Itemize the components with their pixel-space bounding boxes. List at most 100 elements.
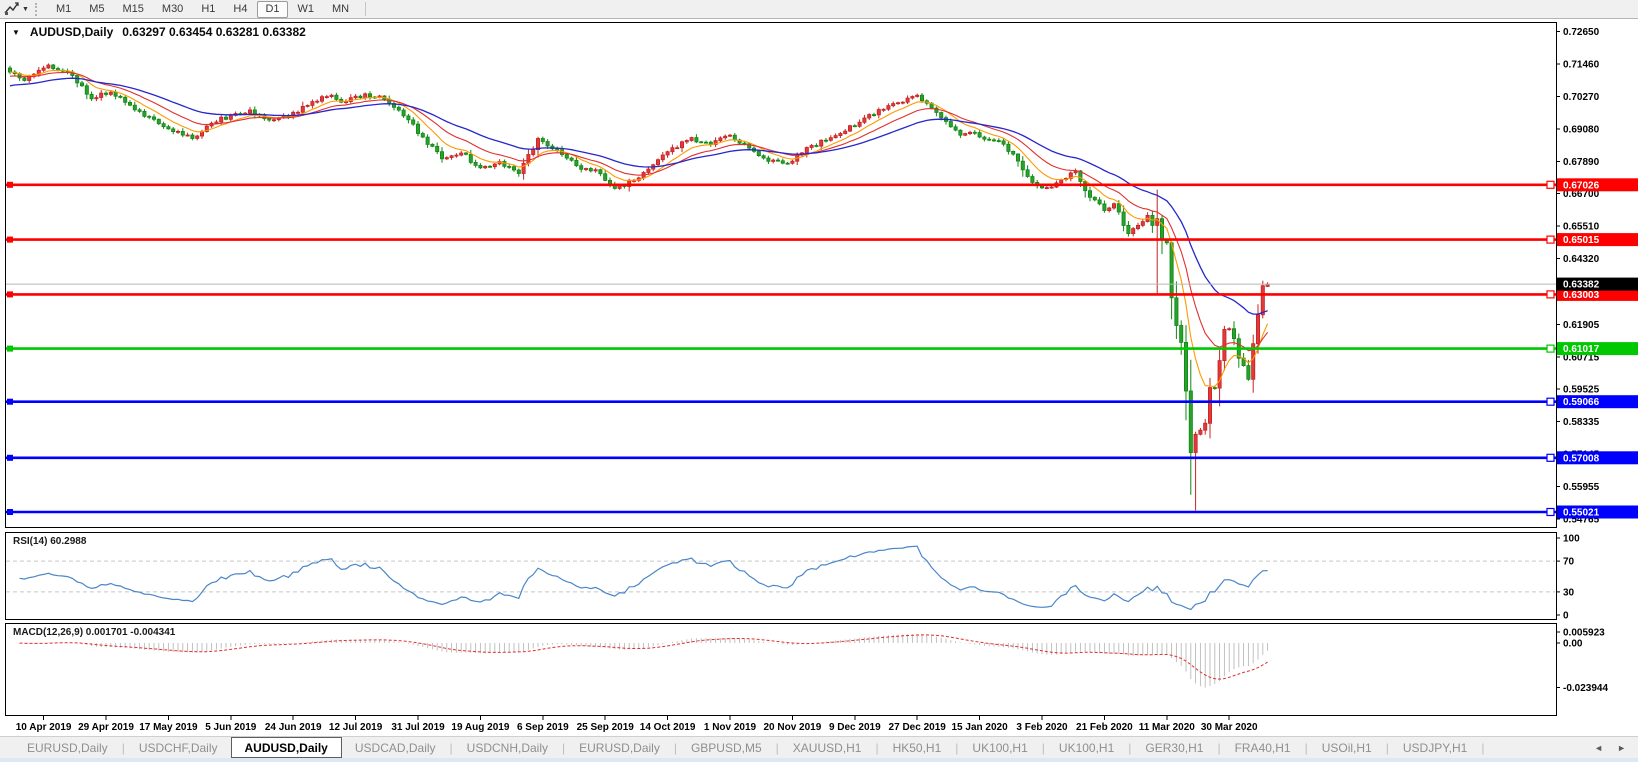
chart-symbol: AUDUSD,Daily — [29, 25, 114, 39]
chart-canvas[interactable]: 0.72650 0.71460 0.70270 0.69080 0.67890 0.667… — [0, 0, 1638, 736]
level-handle[interactable] — [1546, 235, 1555, 244]
tool-dropdown-caret-icon[interactable]: ▼ — [22, 5, 29, 13]
svg-text:0.61017: 0.61017 — [1563, 344, 1600, 355]
rsi-indicator-label: RSI(14) 60.2988 — [13, 536, 87, 547]
price-axis-tick: 0.60715 — [1563, 352, 1600, 363]
timeframe-m5-button[interactable]: M5 — [89, 2, 105, 15]
chart-tab-usdchf-daily[interactable]: USDCHF,Daily — [138, 740, 218, 755]
rsi-panel[interactable] — [5, 532, 1557, 620]
chart-tab-eurusd-daily[interactable]: EURUSD,Daily — [27, 740, 108, 755]
level-handle[interactable] — [7, 181, 13, 188]
timeframe-m15-button[interactable]: M15 — [122, 2, 144, 15]
tab-separator: | — [449, 740, 453, 755]
level-price-label[interactable]: 0.57008 — [1546, 451, 1638, 465]
rsi-line — [19, 545, 1268, 611]
date-axis-tick: 17 May 2019 — [139, 722, 198, 733]
price-axis-tick: 0.71460 — [1563, 60, 1600, 71]
chart-tab-gbpusd-m5[interactable]: GBPUSD,M5 — [690, 740, 762, 755]
level-handle[interactable] — [1546, 344, 1555, 353]
macd-signal-line — [19, 634, 1268, 680]
tabs-scroll-left-icon[interactable]: ◄ — [1594, 742, 1604, 753]
chart-tab-usoil-h1[interactable]: USOil,H1 — [1321, 740, 1372, 755]
level-handle[interactable] — [7, 345, 13, 352]
level-handle[interactable] — [7, 454, 13, 461]
timeframe-h4-button[interactable]: H4 — [233, 2, 248, 15]
chart-tab-usdcnh-daily[interactable]: USDCNH,Daily — [466, 740, 549, 755]
tab-separator: | — [1128, 740, 1132, 755]
timeframe-mn-button[interactable]: MN — [332, 2, 350, 15]
level-handle[interactable] — [1546, 507, 1555, 517]
svg-text:0.67026: 0.67026 — [1563, 180, 1600, 191]
chart-tab-uk100-h1[interactable]: UK100,H1 — [972, 740, 1028, 755]
level-price-label[interactable]: 0.63003 — [1546, 287, 1638, 301]
chart-tab-audusd-daily[interactable]: AUDUSD,Daily — [230, 737, 342, 758]
level-handle[interactable] — [1546, 453, 1555, 462]
price-axis-tick: 0.66700 — [1563, 189, 1600, 200]
timeframe-m30-button[interactable]: M30 — [161, 2, 184, 15]
level-handle[interactable] — [1546, 290, 1555, 299]
chart-tab-uk100-h1[interactable]: UK100,H1 — [1058, 740, 1115, 755]
level-handle[interactable] — [7, 236, 13, 243]
timeframe-d1-button[interactable]: D1 — [257, 0, 288, 18]
toolbar-grip — [34, 2, 41, 16]
date-axis-tick: 5 Jun 2019 — [205, 722, 257, 733]
svg-text:0.57008: 0.57008 — [1563, 453, 1600, 464]
date-axis-tick: 9 Dec 2019 — [829, 722, 881, 733]
ma-slow-line — [9, 77, 1268, 315]
chart-tab-xauusd-h1[interactable]: XAUUSD,H1 — [792, 740, 862, 755]
date-axis-tick: 1 Nov 2019 — [704, 722, 757, 733]
price-chart-panel[interactable] — [5, 22, 1557, 528]
date-axis-tick: 12 Jul 2019 — [329, 722, 383, 733]
level-price-label[interactable]: 0.61017 — [1546, 342, 1638, 356]
tab-separator: | — [1041, 740, 1045, 755]
rsi-axis-tick: 0 — [1563, 611, 1569, 622]
chart-tab-ger30-h1[interactable]: GER30,H1 — [1145, 740, 1204, 755]
date-axis-tick: 11 Mar 2020 — [1139, 722, 1196, 733]
macd-series — [19, 634, 1269, 688]
tab-separator: | — [1217, 740, 1221, 755]
price-axis-tick: 0.70270 — [1563, 92, 1600, 103]
svg-text:0.59066: 0.59066 — [1563, 397, 1600, 408]
chart-tab-eurusd-daily[interactable]: EURUSD,Daily — [579, 740, 660, 755]
tabs-scroll-right-icon[interactable]: ► — [1617, 742, 1626, 753]
price-axis-tick: 0.72650 — [1563, 27, 1600, 38]
tab-separator: | — [775, 740, 779, 755]
svg-text:0.63003: 0.63003 — [1563, 290, 1600, 301]
chart-tab-usdcad-daily[interactable]: USDCAD,Daily — [354, 740, 436, 755]
status-strip — [0, 758, 1638, 762]
level-price-label[interactable]: 0.67026 — [1546, 178, 1638, 192]
level-price-label[interactable]: 0.59066 — [1546, 395, 1638, 409]
price-axis-tick: 0.65510 — [1563, 222, 1600, 233]
date-axis-tick: 3 Feb 2020 — [1016, 722, 1068, 733]
date-axis-tick: 30 Mar 2020 — [1201, 722, 1258, 733]
chart-ohlc: 0.63297 0.63454 0.63281 0.63382 — [122, 25, 306, 39]
tab-separator: | — [1385, 740, 1389, 755]
timeframe-m1-button[interactable]: M1 — [55, 2, 72, 15]
macd-axis-tick: 0.00 — [1563, 639, 1583, 650]
collapse-icon[interactable]: ▼ — [12, 27, 20, 37]
price-axis-tick: 0.59525 — [1563, 385, 1600, 396]
ma-medium-line — [9, 71, 1269, 352]
macd-axis-tick: -0.023944 — [1563, 683, 1608, 694]
price-axis-tick: 0.61905 — [1563, 320, 1600, 331]
rsi-axis-tick: 70 — [1563, 557, 1575, 568]
timeframe-w1-button[interactable]: W1 — [297, 2, 315, 15]
chart-tab-usdjpy-h1[interactable]: USDJPY,H1 — [1402, 740, 1468, 755]
level-price-label[interactable]: 0.65015 — [1546, 233, 1638, 247]
candlestick-series — [7, 63, 1270, 511]
level-price-label[interactable]: 0.55021 — [1546, 505, 1638, 519]
level-handle[interactable] — [1546, 397, 1555, 406]
level-handle[interactable] — [7, 398, 13, 405]
macd-axis-tick: 0.005923 — [1563, 628, 1605, 639]
date-axis: 10 Apr 2019 29 Apr 2019 17 May 2019 5 Jun 2… — [16, 716, 1258, 733]
level-handle[interactable] — [7, 291, 13, 298]
level-handle[interactable] — [7, 509, 13, 515]
macd-panel[interactable] — [5, 623, 1557, 716]
chart-tab-hk50-h1[interactable]: HK50,H1 — [892, 740, 942, 755]
line-draw-tool-icon[interactable] — [4, 1, 20, 17]
timeframe-h1-button[interactable]: H1 — [201, 2, 216, 15]
level-handle[interactable] — [1546, 180, 1555, 189]
chart-tab-fra40-h1[interactable]: FRA40,H1 — [1234, 740, 1291, 755]
ma-fast-line — [9, 69, 1269, 388]
tab-separator: | — [1481, 740, 1485, 755]
